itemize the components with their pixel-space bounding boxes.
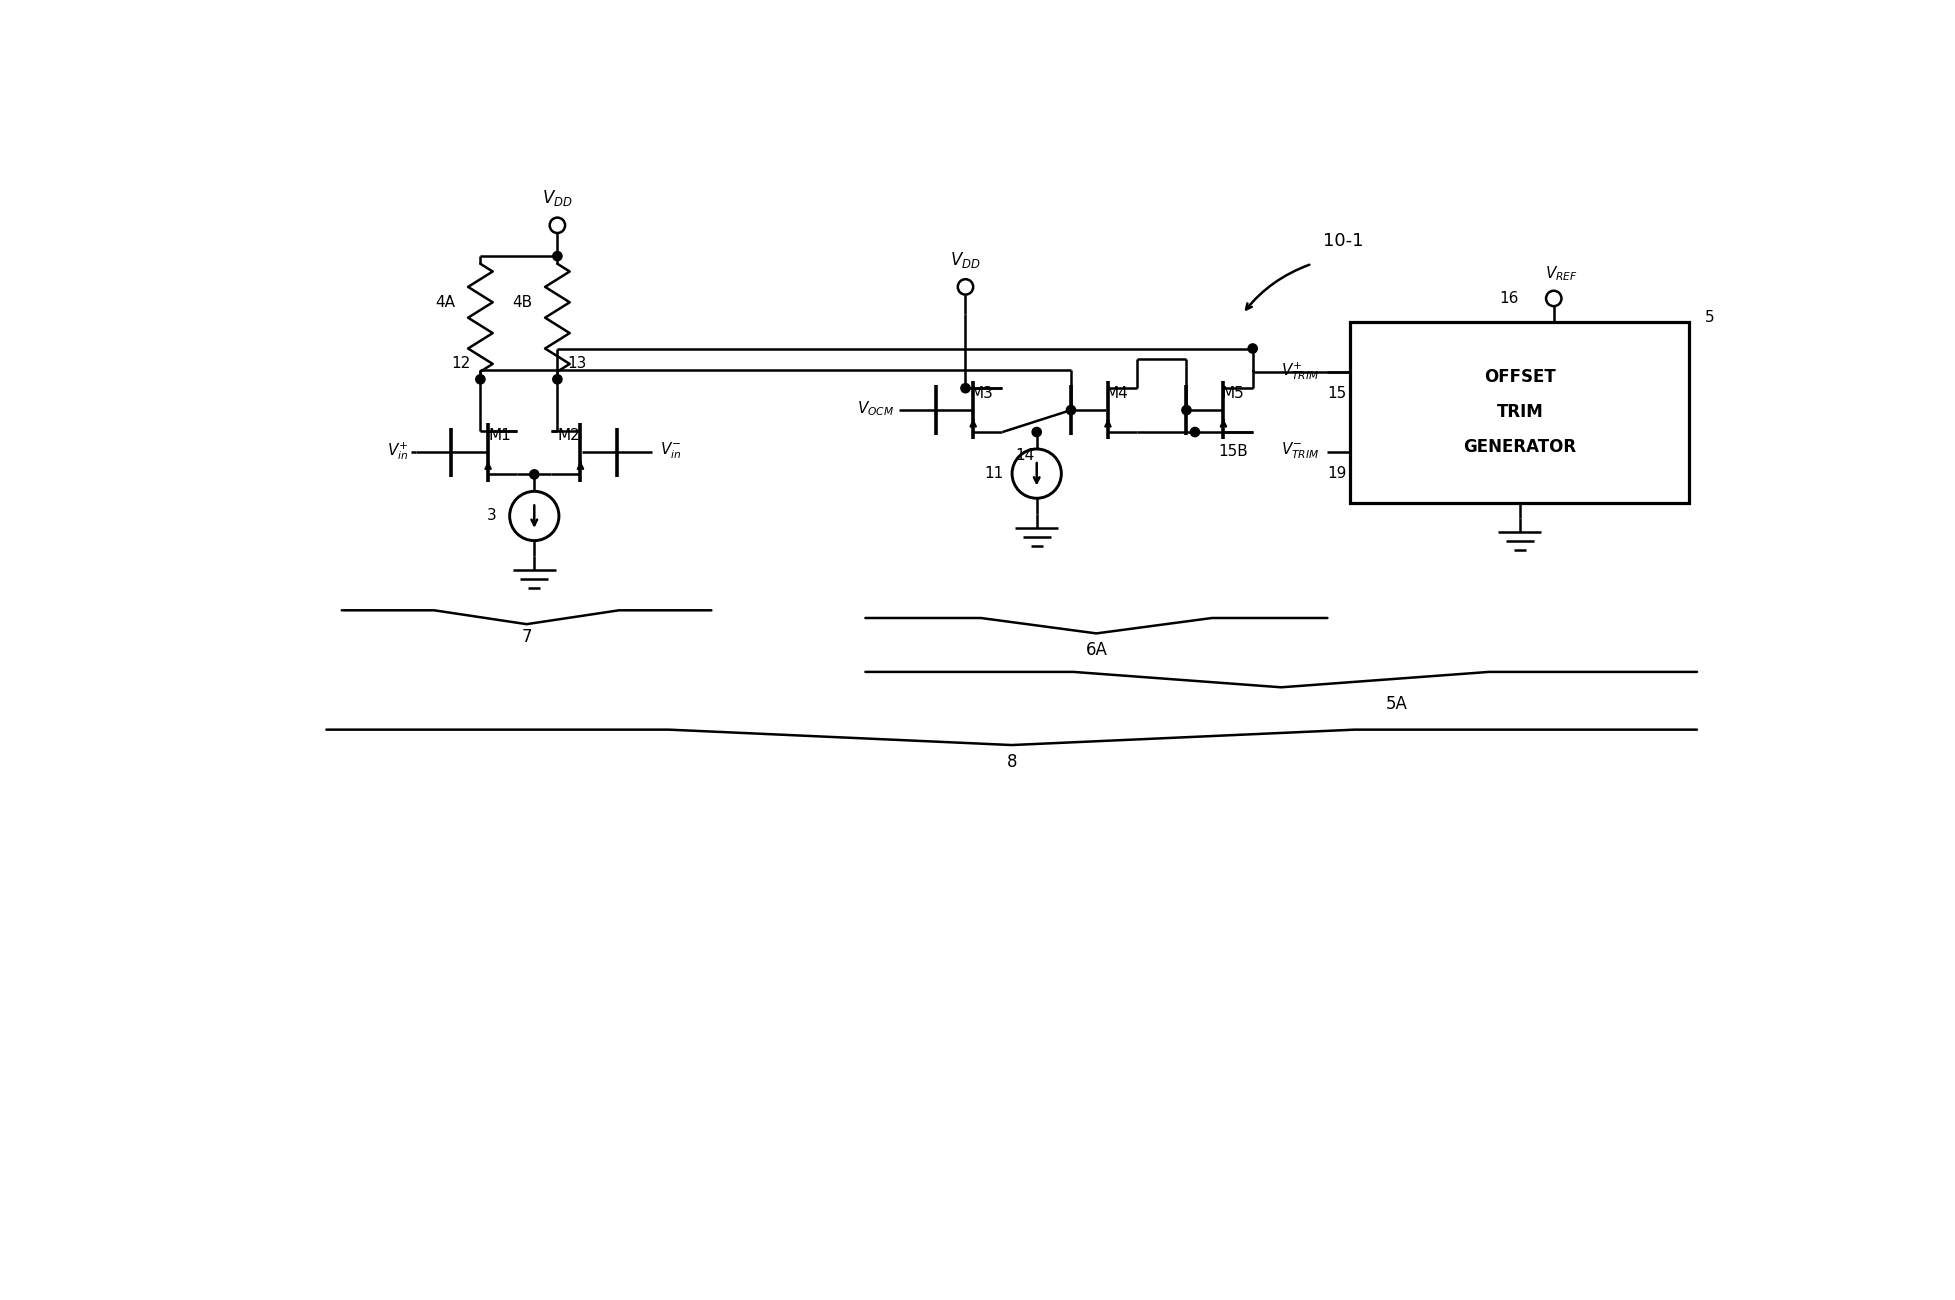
Circle shape [1247, 344, 1257, 354]
Text: 5A: 5A [1384, 696, 1408, 714]
Circle shape [1191, 428, 1198, 437]
FancyBboxPatch shape [1349, 321, 1689, 503]
Text: M2: M2 [557, 428, 581, 443]
Text: M3: M3 [970, 386, 993, 400]
Text: 5: 5 [1705, 311, 1713, 325]
Text: 4B: 4B [512, 295, 532, 309]
Text: 11: 11 [983, 467, 1003, 481]
Text: $V_{DD}$: $V_{DD}$ [542, 188, 573, 208]
Text: $V_{in}^{+}$: $V_{in}^{+}$ [387, 439, 409, 462]
Text: 16: 16 [1499, 291, 1519, 305]
Text: $V_{REF}$: $V_{REF}$ [1544, 264, 1578, 283]
Text: 6A: 6A [1085, 641, 1107, 659]
Text: M4: M4 [1105, 386, 1128, 400]
Text: TRIM: TRIM [1496, 403, 1542, 421]
Text: 10-1: 10-1 [1322, 231, 1363, 250]
Text: 3: 3 [487, 508, 497, 524]
Text: M5: M5 [1220, 386, 1243, 400]
Circle shape [960, 384, 970, 393]
Text: 4A: 4A [436, 295, 456, 309]
Text: 7: 7 [522, 628, 532, 646]
Text: $V_{OCM}$: $V_{OCM}$ [856, 399, 893, 417]
Text: $V_{TRIM}^{+}$: $V_{TRIM}^{+}$ [1281, 360, 1320, 382]
Text: $V_{TRIM}^{-}$: $V_{TRIM}^{-}$ [1281, 439, 1320, 460]
Text: $V_{DD}$: $V_{DD}$ [950, 250, 979, 270]
Circle shape [553, 251, 561, 261]
Circle shape [475, 374, 485, 384]
Text: M1: M1 [489, 428, 510, 443]
Text: GENERATOR: GENERATOR [1462, 438, 1576, 456]
Text: OFFSET: OFFSET [1484, 368, 1554, 386]
Text: 19: 19 [1325, 465, 1345, 481]
Text: 15: 15 [1325, 386, 1345, 402]
Text: 13: 13 [567, 356, 586, 372]
Text: 15B: 15B [1218, 443, 1247, 459]
Circle shape [1032, 428, 1040, 437]
Circle shape [1065, 406, 1075, 415]
Text: $V_{in}^{-}$: $V_{in}^{-}$ [659, 441, 680, 462]
Circle shape [1181, 406, 1191, 415]
Text: 12: 12 [452, 356, 471, 372]
Circle shape [553, 374, 561, 384]
Text: 8: 8 [1007, 753, 1017, 771]
Text: 14: 14 [1015, 447, 1034, 463]
Circle shape [530, 469, 540, 478]
